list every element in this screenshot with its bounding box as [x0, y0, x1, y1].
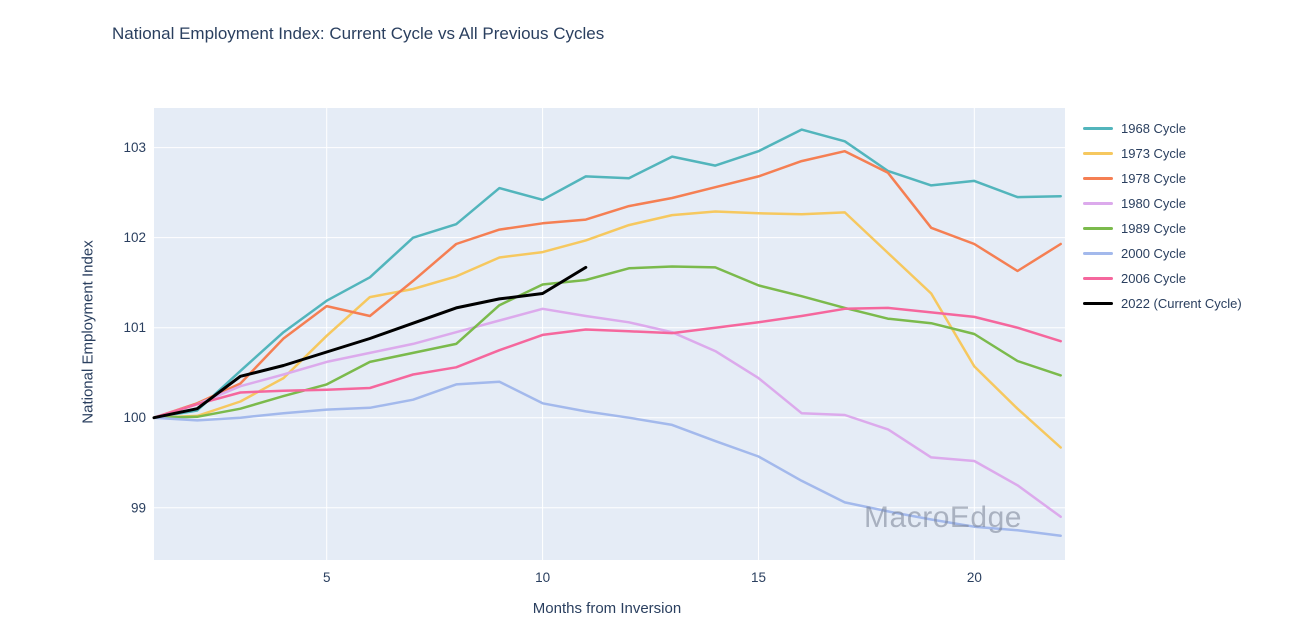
legend-swatch	[1083, 177, 1113, 180]
legend-label: 2022 (Current Cycle)	[1121, 296, 1242, 311]
legend-label: 1978 Cycle	[1121, 171, 1187, 186]
series-line-1973-cycle[interactable]	[152, 210, 1062, 449]
legend-item-1968-cycle[interactable]: 1968 Cycle	[1083, 116, 1242, 141]
legend-label: 2000 Cycle	[1121, 246, 1187, 261]
legend-label: 1968 Cycle	[1121, 121, 1187, 136]
x-axis-title: Months from Inversion	[532, 600, 682, 617]
legend-label: 1980 Cycle	[1121, 196, 1187, 211]
y-tick-label: 100	[123, 410, 146, 425]
y-tick-label: 102	[123, 230, 146, 245]
y-axis-title: National Employment Index	[79, 240, 97, 424]
x-tick-label: 20	[967, 570, 982, 585]
y-tick-label: 103	[123, 140, 146, 155]
y-tick-label: 99	[131, 500, 146, 515]
legend-item-2022-current-cycle[interactable]: 2022 (Current Cycle)	[1083, 291, 1242, 316]
legend-swatch	[1083, 277, 1113, 280]
x-tick-label: 10	[535, 570, 550, 585]
legend-item-1989-cycle[interactable]: 1989 Cycle	[1083, 216, 1242, 241]
legend-item-1973-cycle[interactable]: 1973 Cycle	[1083, 141, 1242, 166]
legend-item-1978-cycle[interactable]: 1978 Cycle	[1083, 166, 1242, 191]
series-line-2022-current-cycle[interactable]	[152, 265, 588, 420]
legend-item-2000-cycle[interactable]: 2000 Cycle	[1083, 241, 1242, 266]
series-line-2000-cycle[interactable]	[152, 380, 1062, 537]
plot-area[interactable]	[154, 108, 1065, 560]
series-line-1968-cycle[interactable]	[152, 128, 1062, 419]
x-tick-label: 5	[323, 570, 331, 585]
legend-swatch	[1083, 227, 1113, 230]
legend-swatch	[1083, 127, 1113, 130]
legend-label: 2006 Cycle	[1121, 271, 1187, 286]
y-tick-label: 101	[123, 320, 146, 335]
legend: 1968 Cycle 1973 Cycle 1978 Cycle 1980 Cycle…	[1083, 116, 1242, 316]
legend-label: 1989 Cycle	[1121, 221, 1187, 236]
series-line-1978-cycle[interactable]	[152, 149, 1062, 419]
series-line-2006-cycle[interactable]	[152, 306, 1062, 419]
legend-label: 1973 Cycle	[1121, 146, 1187, 161]
chart-title: National Employment Index: Current Cycle…	[112, 24, 605, 43]
legend-swatch	[1083, 301, 1113, 306]
legend-swatch	[1083, 202, 1113, 205]
legend-item-1980-cycle[interactable]: 1980 Cycle	[1083, 191, 1242, 216]
legend-swatch	[1083, 152, 1113, 155]
x-tick-label: 15	[751, 570, 766, 585]
legend-swatch	[1083, 252, 1113, 255]
series-line-1980-cycle[interactable]	[152, 307, 1062, 519]
legend-item-2006-cycle[interactable]: 2006 Cycle	[1083, 266, 1242, 291]
